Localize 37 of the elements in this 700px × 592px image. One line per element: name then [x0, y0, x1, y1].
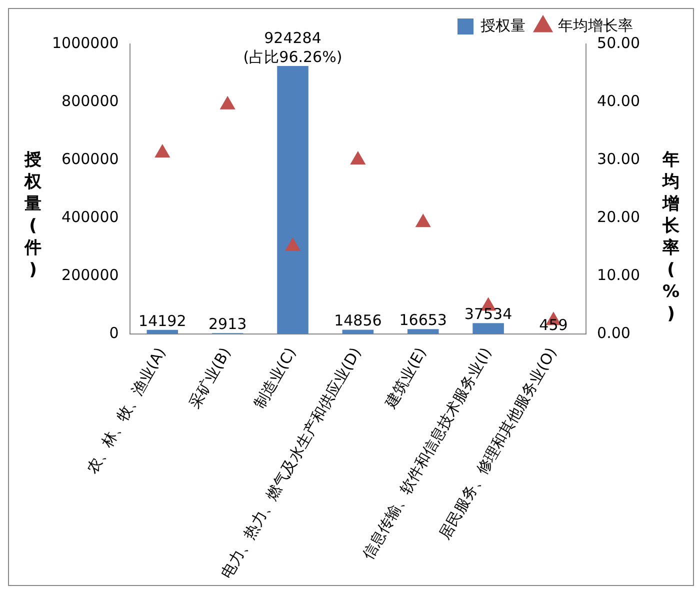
- y-axis-title: 授权量(件): [23, 149, 42, 281]
- data-label: 14856: [334, 312, 382, 330]
- data-label: 16653: [399, 311, 447, 330]
- y-tick-label: 600000: [62, 150, 119, 168]
- y2-tick-label: 40.00: [597, 92, 640, 110]
- data-label: 37534: [464, 305, 512, 324]
- point: [285, 238, 300, 251]
- y2-tick-label: 30.00: [597, 150, 640, 168]
- legend-label: 年均增长率: [558, 16, 633, 34]
- y-tick-label: 200000: [62, 266, 119, 284]
- y2-axis-title: 年均增长率(%): [661, 149, 681, 325]
- y-tick-label: 800000: [62, 92, 119, 110]
- data-label: 14192: [138, 312, 186, 330]
- x-tick-label: 制造业(C): [250, 344, 300, 412]
- point: [220, 96, 235, 110]
- y-tick-label: 400000: [62, 208, 119, 226]
- legend-label: 授权量: [480, 16, 526, 34]
- bar: [342, 330, 374, 334]
- x-tick-label: 采矿业(B): [185, 344, 234, 412]
- bar: [407, 329, 439, 334]
- bar: [472, 323, 504, 334]
- data-label: 2913: [208, 315, 247, 334]
- y2-tick-label: 0.00: [597, 324, 630, 342]
- y-tick-label: 0: [109, 324, 119, 342]
- bar: [146, 330, 178, 334]
- point: [350, 152, 366, 165]
- y2-tick-label: 50.00: [597, 34, 640, 52]
- data-label: 924284 (占比96.26%): [243, 28, 342, 66]
- data-label: 459: [539, 316, 568, 334]
- y-tick-label: 1000000: [52, 34, 119, 52]
- y2-tick-label: 10.00: [597, 266, 640, 284]
- y2-tick-label: 20.00: [597, 208, 640, 226]
- x-tick-label: 农、林、牧、渔业(A): [82, 344, 170, 476]
- bar: [277, 66, 308, 334]
- point: [154, 144, 170, 158]
- x-tick-label: 建筑业(E): [380, 344, 430, 412]
- point: [416, 214, 431, 228]
